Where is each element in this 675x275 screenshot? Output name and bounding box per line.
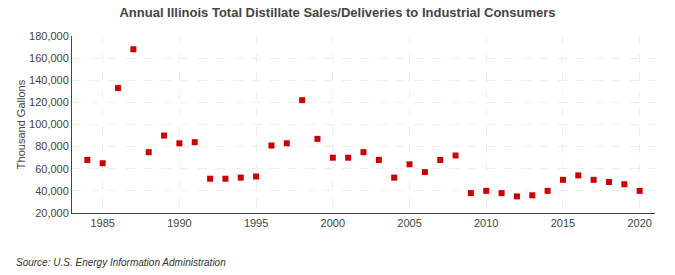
svg-text:1990: 1990 — [167, 217, 191, 229]
svg-text:100,000: 100,000 — [29, 118, 69, 130]
svg-text:Annual Illinois Total Distilla: Annual Illinois Total Distillate Sales/D… — [119, 5, 555, 20]
svg-text:60,000: 60,000 — [35, 163, 69, 175]
svg-text:180,000: 180,000 — [29, 30, 69, 42]
svg-text:Thousand Gallons: Thousand Gallons — [15, 79, 27, 169]
svg-text:2020: 2020 — [627, 217, 651, 229]
svg-text:160,000: 160,000 — [29, 52, 69, 64]
svg-text:80,000: 80,000 — [35, 140, 69, 152]
svg-text:2005: 2005 — [397, 217, 421, 229]
svg-text:2010: 2010 — [474, 217, 498, 229]
svg-text:120,000: 120,000 — [29, 96, 69, 108]
svg-text:140,000: 140,000 — [29, 74, 69, 86]
svg-text:2000: 2000 — [321, 217, 345, 229]
svg-text:Source: U.S. Energy Informatio: Source: U.S. Energy Information Administ… — [16, 257, 226, 268]
svg-text:1995: 1995 — [244, 217, 268, 229]
svg-text:2015: 2015 — [551, 217, 575, 229]
svg-text:20,000: 20,000 — [35, 207, 69, 219]
svg-text:40,000: 40,000 — [35, 185, 69, 197]
svg-text:1985: 1985 — [90, 217, 114, 229]
